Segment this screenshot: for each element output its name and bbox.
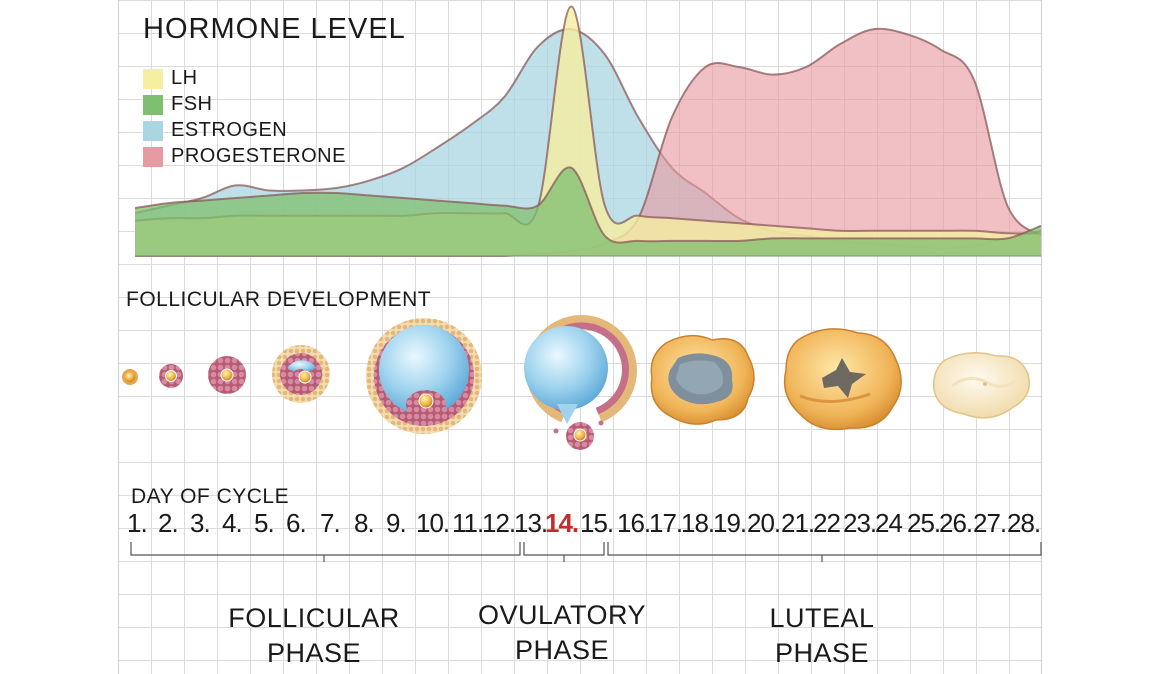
day-label: 11. bbox=[452, 508, 484, 538]
day-label: 8. bbox=[354, 508, 375, 538]
day-label: 6. bbox=[286, 508, 307, 538]
day-label: 20. bbox=[747, 508, 781, 538]
day-label-ovulation: 14. bbox=[545, 508, 579, 538]
early-corpus-luteum bbox=[650, 334, 755, 425]
legend-swatch-progesterone bbox=[143, 147, 163, 167]
phase-luteal: LUTEAL PHASE bbox=[722, 601, 922, 671]
follicular-development-title: FOLLICULAR DEVELOPMENT bbox=[126, 288, 432, 311]
day-label: 9. bbox=[386, 508, 407, 538]
legend-swatch-lh bbox=[143, 69, 163, 89]
secondary-follicle bbox=[208, 356, 246, 394]
bracket-follicular bbox=[130, 542, 521, 562]
chart-title: HORMONE LEVEL bbox=[143, 13, 406, 45]
day-label: 16. bbox=[617, 508, 651, 538]
primary-follicle bbox=[159, 364, 183, 388]
day-label: 13. bbox=[514, 508, 548, 538]
grid-border-right bbox=[1041, 0, 1042, 674]
phase-ovulatory-line1: OVULATORY bbox=[477, 600, 647, 630]
day-label: 25. bbox=[907, 508, 941, 538]
day-label: 5. bbox=[254, 508, 275, 538]
early-antral-follicle bbox=[272, 345, 330, 403]
day-label: 10. bbox=[416, 508, 450, 538]
bracket-luteal bbox=[607, 542, 1042, 562]
day-label: 7. bbox=[320, 508, 341, 538]
day-label: 17. bbox=[649, 508, 683, 538]
series-area-fsh bbox=[135, 167, 1041, 256]
day-label: 1. bbox=[127, 508, 148, 538]
day-label: 15. bbox=[580, 508, 614, 538]
day-label: 18. bbox=[681, 508, 715, 538]
phase-ovulatory: OVULATORY PHASE bbox=[462, 598, 662, 668]
corpus-albicans bbox=[932, 352, 1030, 419]
series-line-fsh bbox=[134, 166, 1042, 244]
legend-swatch-fsh bbox=[143, 95, 163, 115]
legend-label-estrogen: ESTROGEN bbox=[171, 119, 288, 141]
bracket-ovulatory bbox=[523, 542, 605, 562]
day-label: 2. bbox=[158, 508, 179, 538]
legend-label-fsh: FSH bbox=[171, 93, 213, 115]
primordial-follicle bbox=[122, 369, 138, 385]
day-label: 4. bbox=[222, 508, 243, 538]
day-label: 26. bbox=[939, 508, 973, 538]
legend-label-progesterone: PROGESTERONE bbox=[171, 145, 346, 167]
day-label: 19. bbox=[713, 508, 747, 538]
day-label: 23. bbox=[843, 508, 877, 538]
legend-label-lh: LH bbox=[171, 67, 198, 89]
day-label: 24 bbox=[875, 508, 903, 538]
day-label: 3. bbox=[190, 508, 211, 538]
legend-swatch-estrogen bbox=[143, 121, 163, 141]
ovulating-follicle bbox=[524, 314, 637, 450]
series-area-progesterone bbox=[135, 28, 1041, 256]
antral-follicle bbox=[366, 318, 482, 434]
series-area-lh bbox=[135, 6, 1041, 257]
day-of-cycle-title: DAY OF CYCLE bbox=[131, 485, 290, 508]
phase-follicular-line2: PHASE bbox=[266, 638, 362, 668]
day-label: 12. bbox=[482, 508, 516, 538]
phase-follicular-line1: FOLLICULAR bbox=[228, 603, 400, 633]
day-label: 28. bbox=[1007, 508, 1041, 538]
phase-ovulatory-line2: PHASE bbox=[514, 635, 610, 665]
day-label: 21. bbox=[781, 508, 815, 538]
grid-border-left bbox=[118, 0, 119, 674]
phase-luteal-line1: LUTEAL bbox=[769, 603, 875, 633]
day-label: 27. bbox=[973, 508, 1007, 538]
corpus-luteum bbox=[783, 328, 902, 431]
phase-follicular: FOLLICULAR PHASE bbox=[214, 601, 414, 671]
day-label: 22 bbox=[813, 508, 841, 538]
phase-luteal-line2: PHASE bbox=[774, 638, 870, 668]
day-numbers: 1. 2. 3. 4. 5. 6. 7. 8. 9. 10. 11. 12. 1… bbox=[0, 508, 1160, 544]
